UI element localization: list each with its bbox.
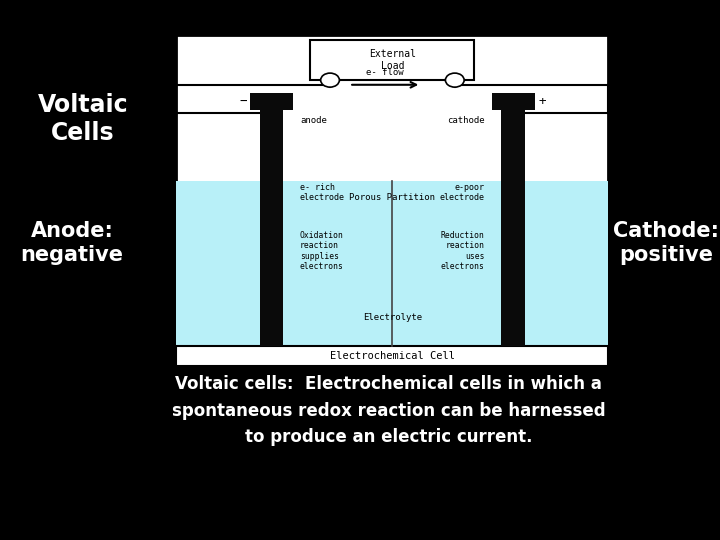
Circle shape bbox=[320, 73, 339, 87]
Bar bbox=[176, 181, 608, 346]
Text: Reduction
reaction
uses
electrons: Reduction reaction uses electrons bbox=[441, 231, 485, 271]
Text: cathode: cathode bbox=[447, 116, 485, 125]
Text: Electrochemical Cell: Electrochemical Cell bbox=[330, 351, 455, 361]
Bar bbox=[501, 110, 526, 346]
Bar bbox=[260, 110, 284, 346]
Text: anode: anode bbox=[300, 116, 327, 125]
Bar bbox=[176, 346, 608, 366]
Text: e-poor
electrode: e-poor electrode bbox=[440, 183, 485, 202]
Text: External
Load: External Load bbox=[369, 49, 416, 71]
Text: Oxidation
reaction
supplies
electrons: Oxidation reaction supplies electrons bbox=[300, 231, 344, 271]
Bar bbox=[310, 40, 474, 80]
Text: Electrolyte: Electrolyte bbox=[363, 313, 422, 322]
Text: Anode:
negative: Anode: negative bbox=[20, 221, 124, 265]
Bar bbox=[492, 92, 535, 110]
Text: Cathode:
positive: Cathode: positive bbox=[613, 221, 719, 265]
Text: Voltaic
Cells: Voltaic Cells bbox=[37, 93, 128, 145]
Text: Voltaic cells:  Electrochemical cells in which a
spontaneous redox reaction can : Voltaic cells: Electrochemical cells in … bbox=[172, 375, 606, 446]
Bar bbox=[250, 92, 293, 110]
Text: Porous Partition: Porous Partition bbox=[349, 193, 436, 202]
Text: e- rich
electrode: e- rich electrode bbox=[300, 183, 345, 202]
Circle shape bbox=[446, 73, 464, 87]
Text: e- flow: e- flow bbox=[366, 68, 404, 77]
Bar bbox=[176, 35, 608, 346]
Text: +: + bbox=[539, 94, 546, 107]
Text: −: − bbox=[239, 94, 246, 107]
